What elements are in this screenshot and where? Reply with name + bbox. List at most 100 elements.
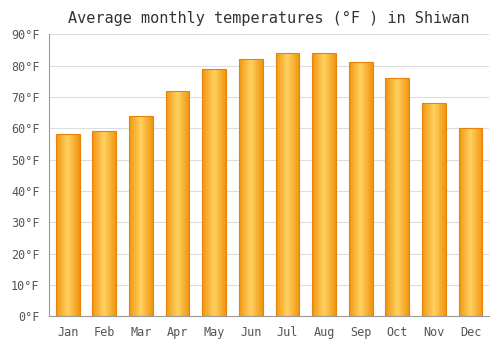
Bar <box>250 59 251 316</box>
Bar <box>64 134 66 316</box>
Bar <box>166 91 190 316</box>
Bar <box>462 128 463 316</box>
Bar <box>391 78 392 316</box>
Bar <box>393 78 394 316</box>
Bar <box>72 134 73 316</box>
Bar <box>220 69 222 316</box>
Bar <box>113 131 114 316</box>
Bar <box>290 53 291 316</box>
Bar <box>408 78 409 316</box>
Bar <box>441 103 442 316</box>
Bar <box>69 134 70 316</box>
Bar <box>61 134 62 316</box>
Bar <box>388 78 389 316</box>
Bar <box>285 53 286 316</box>
Bar <box>405 78 406 316</box>
Bar <box>251 59 252 316</box>
Bar <box>352 62 353 316</box>
Bar <box>242 59 243 316</box>
Bar <box>109 131 110 316</box>
Bar <box>473 128 474 316</box>
Bar <box>205 69 206 316</box>
Bar <box>429 103 430 316</box>
Bar <box>62 134 63 316</box>
Bar <box>112 131 113 316</box>
Bar <box>94 131 95 316</box>
Bar <box>183 91 184 316</box>
Bar <box>147 116 148 316</box>
Bar <box>216 69 217 316</box>
Bar <box>369 62 370 316</box>
Bar <box>392 78 393 316</box>
Bar <box>108 131 109 316</box>
Bar <box>110 131 111 316</box>
Bar <box>178 91 180 316</box>
Bar <box>386 78 409 316</box>
Bar <box>141 116 142 316</box>
Bar <box>224 69 225 316</box>
Bar <box>146 116 147 316</box>
Bar <box>73 134 74 316</box>
Bar <box>68 134 69 316</box>
Bar <box>435 103 436 316</box>
Bar <box>98 131 99 316</box>
Bar <box>186 91 187 316</box>
Bar <box>471 128 472 316</box>
Bar <box>349 62 350 316</box>
Bar <box>93 131 94 316</box>
Bar <box>468 128 469 316</box>
Bar <box>464 128 465 316</box>
Bar <box>350 62 351 316</box>
Bar <box>96 131 97 316</box>
Bar <box>105 131 106 316</box>
Bar <box>60 134 61 316</box>
Bar <box>360 62 362 316</box>
Bar <box>436 103 437 316</box>
Bar <box>351 62 352 316</box>
Bar <box>214 69 215 316</box>
Bar <box>245 59 246 316</box>
Bar <box>331 53 332 316</box>
Bar <box>329 53 330 316</box>
Bar <box>364 62 365 316</box>
Bar <box>280 53 281 316</box>
Bar <box>325 53 326 316</box>
Bar <box>210 69 211 316</box>
Bar <box>312 53 314 316</box>
Bar <box>71 134 72 316</box>
Bar <box>326 53 327 316</box>
Bar <box>335 53 336 316</box>
Bar <box>166 91 167 316</box>
Bar <box>332 53 333 316</box>
Bar <box>315 53 316 316</box>
Bar <box>402 78 404 316</box>
Bar <box>63 134 64 316</box>
Bar <box>353 62 354 316</box>
Bar <box>312 53 336 316</box>
Bar <box>131 116 132 316</box>
Bar <box>148 116 149 316</box>
Bar <box>79 134 80 316</box>
Bar <box>407 78 408 316</box>
Bar <box>211 69 212 316</box>
Bar <box>398 78 399 316</box>
Bar <box>467 128 468 316</box>
Bar <box>244 59 245 316</box>
Bar <box>209 69 210 316</box>
Bar <box>176 91 177 316</box>
Bar <box>213 69 214 316</box>
Bar <box>480 128 482 316</box>
Bar <box>276 53 278 316</box>
Bar <box>426 103 427 316</box>
Bar <box>440 103 441 316</box>
Bar <box>422 103 423 316</box>
Bar <box>389 78 390 316</box>
Bar <box>99 131 100 316</box>
Bar <box>284 53 285 316</box>
Bar <box>434 103 435 316</box>
Bar <box>150 116 151 316</box>
Bar <box>438 103 440 316</box>
Bar <box>442 103 443 316</box>
Bar <box>386 78 387 316</box>
Bar <box>291 53 292 316</box>
